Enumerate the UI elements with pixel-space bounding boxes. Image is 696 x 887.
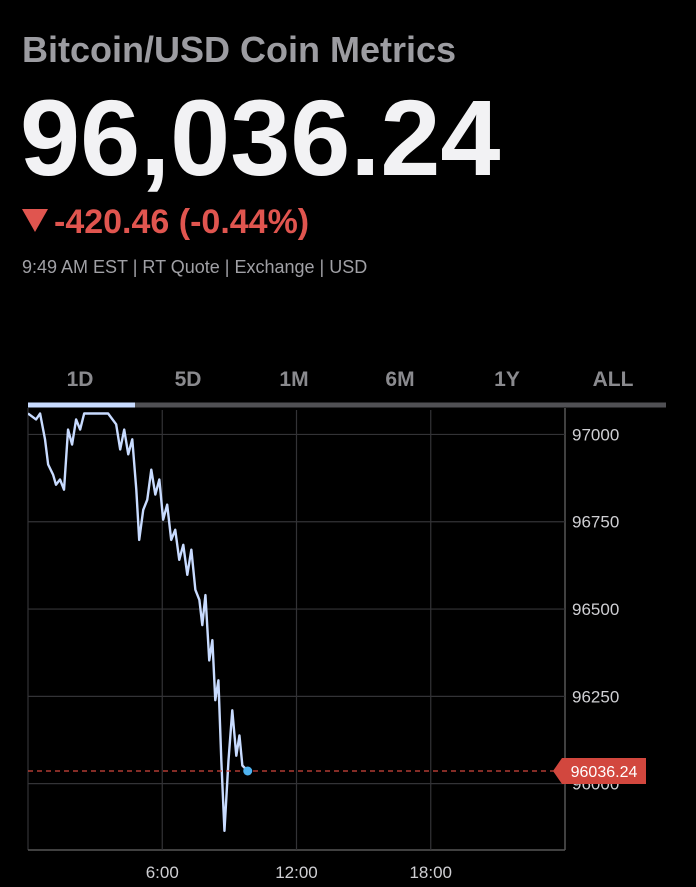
x-tick-label: 6:00 bbox=[146, 863, 179, 882]
range-tab[interactable]: 1Y bbox=[494, 368, 520, 391]
price-line bbox=[28, 412, 249, 832]
down-arrow-icon bbox=[22, 209, 48, 232]
range-tab[interactable]: 1M bbox=[279, 368, 308, 391]
x-tick-label: 12:00 bbox=[275, 863, 318, 882]
y-tick-label: 96500 bbox=[572, 600, 619, 619]
title: Bitcoin/USD Coin Metrics bbox=[22, 29, 456, 70]
x-tick-label: 18:00 bbox=[409, 863, 452, 882]
price: 96,036.24 bbox=[20, 77, 500, 198]
quote-meta: 9:49 AM EST | RT Quote | Exchange | USD bbox=[22, 257, 367, 277]
range-tab[interactable]: 1D bbox=[67, 368, 94, 391]
range-tab[interactable]: ALL bbox=[593, 368, 634, 391]
last-price-label: 96036.24 bbox=[571, 764, 638, 781]
y-tick-label: 97000 bbox=[572, 425, 619, 444]
y-tick-label: 96750 bbox=[572, 513, 619, 532]
last-price-tag bbox=[553, 757, 646, 784]
range-tab[interactable]: 6M bbox=[385, 368, 414, 391]
last-point bbox=[243, 766, 253, 776]
range-tab[interactable]: 5D bbox=[175, 368, 202, 391]
range-tabs: 1D 5D 1M 6M 1Y ALL bbox=[67, 368, 634, 391]
price-change: -420.46 (-0.44%) bbox=[54, 203, 309, 241]
y-tick-label: 96250 bbox=[572, 687, 619, 706]
